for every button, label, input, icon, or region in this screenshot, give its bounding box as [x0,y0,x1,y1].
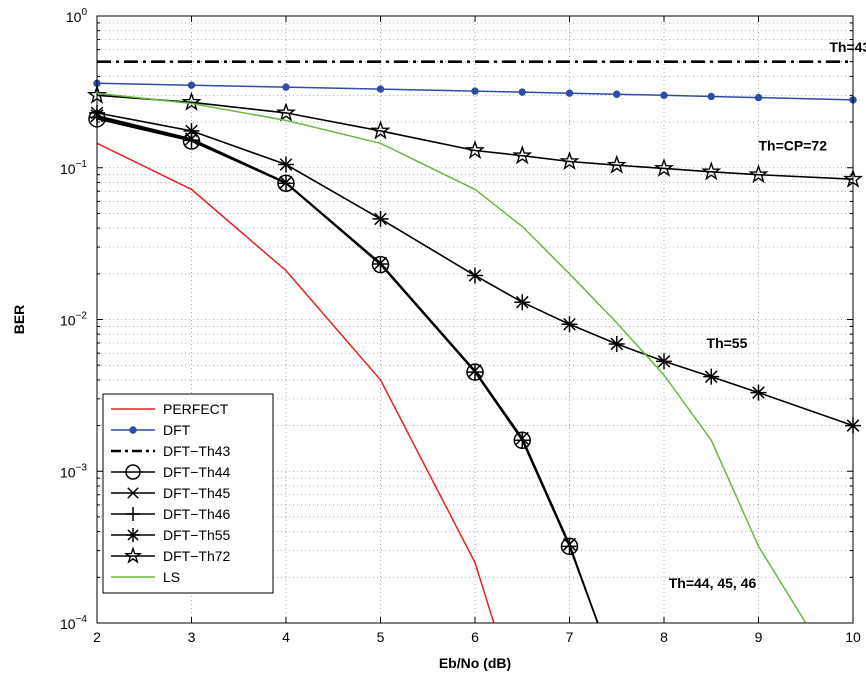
annotation-label: Th=55 [707,335,748,351]
data-point [750,384,767,401]
x-tick-label: 2 [93,629,101,645]
y-axis-label: BER [11,305,27,335]
data-point [656,353,672,370]
series-line [96,82,854,101]
legend-label: DFT−Th44 [163,464,231,480]
legend-label: DFT−Th43 [163,443,231,459]
legend-entry: DFT−Th46 [111,506,231,522]
data-point [565,89,574,97]
data-point [518,88,526,96]
y-tick-label: 10−4 [60,614,87,632]
series-line [96,142,495,624]
data-point [561,316,578,333]
data-point [613,90,621,98]
series-line [96,92,807,624]
data-point [561,538,578,555]
data-point [608,335,625,352]
x-tick-label: 3 [188,629,196,645]
data-point [660,91,668,100]
legend-entry: DFT−Th45 [111,485,231,501]
data-point [282,83,290,91]
axis-ticks: 2 3 4 5 6 7 8 9 10 100 10−1 10−2 10−3 10−4 [60,7,861,645]
data-point [514,432,531,449]
data-point [123,546,143,564]
data-point [467,364,483,381]
series-perfect [96,142,495,624]
series-line [96,116,599,624]
legend-entry: DFT−Th44 [111,464,231,480]
data-point [181,91,202,111]
x-tick-label: 10 [845,629,861,645]
y-tick-label: 10−3 [60,462,87,480]
data-point [703,368,720,385]
data-point [370,120,391,140]
x-tick-label: 5 [377,629,385,645]
x-tick-label: 9 [755,629,763,645]
legend-entry: DFT−Th43 [111,443,231,459]
annotation-label: Th=CP=72 [759,137,828,153]
data-point [187,81,196,89]
data-point [278,175,294,192]
data-point [467,267,483,284]
legend-label: DFT−Th46 [163,506,231,522]
data-point [278,156,294,173]
data-point [707,92,715,101]
data-point [372,256,389,273]
x-axis-label: Eb/No (dB) [439,655,511,671]
x-tick-label: 7 [566,629,574,645]
data-point [126,528,140,542]
legend-entry: PERFECT [111,401,229,417]
data-point [653,157,675,177]
data-point [376,85,385,93]
data-point [559,150,580,171]
data-point [372,210,389,227]
legend-label: PERFECT [163,401,229,417]
data-point [514,294,531,311]
series-line [96,112,854,427]
annotations: Th=43 Th=CP=72 Th=55 Th=44, 45, 46 [669,39,866,591]
legend-label: DFT−Th72 [163,548,231,564]
legend-entry: LS [111,569,180,585]
data-point [183,122,200,139]
data-point [754,93,763,102]
legend-label: DFT−Th45 [163,485,231,501]
y-tick-label: 100 [66,7,88,25]
legend-entry: DFT [111,422,191,438]
x-tick-label: 4 [282,629,290,645]
y-tick-label: 10−2 [60,311,87,329]
legend-entry: DFT−Th72 [111,546,231,564]
x-tick-label: 6 [471,629,479,645]
data-point [512,145,533,165]
series-dft-th72 [86,84,864,188]
legend-label: DFT−Th55 [163,527,231,543]
data-point [464,140,486,160]
data-point [126,507,140,521]
data-point [701,161,722,181]
legend-label: DFT [163,422,191,438]
annotation-label: Th=43 [829,39,866,55]
series-dft [93,79,857,104]
series-line [96,94,854,180]
y-tick-label: 10−1 [60,159,87,177]
annotation-label: Th=44, 45, 46 [669,575,757,591]
data-point [748,164,769,184]
data-point [127,487,139,499]
legend-label: LS [163,569,180,585]
data-point [125,464,141,480]
data-point [129,426,137,434]
data-point [471,87,479,95]
series-layer [86,60,864,624]
series-ls [96,92,807,624]
legend: PERFECT DFT DFT−Th43 DFT−Th44 DFT−Th45 DFT−Th… [102,393,274,594]
data-point [275,102,297,122]
legend-entry: DFT−Th55 [111,527,231,543]
data-point [606,154,627,174]
x-tick-label: 8 [660,629,668,645]
